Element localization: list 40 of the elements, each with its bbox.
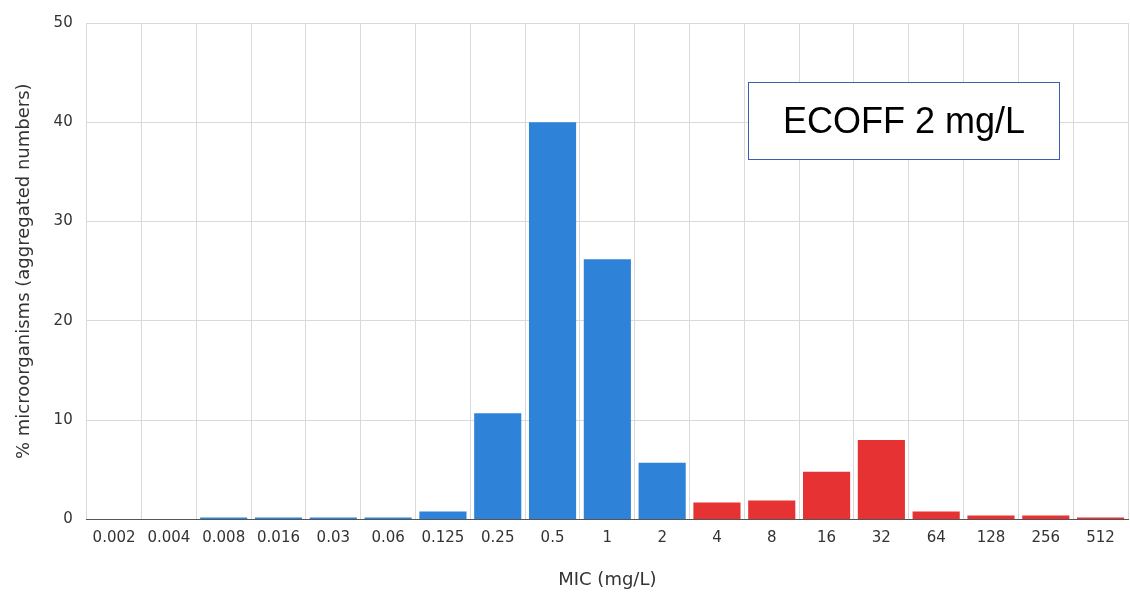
y-tick-label: 10 (53, 410, 73, 429)
x-tick-label: 512 (1086, 528, 1115, 547)
x-tick-label: 0.25 (481, 528, 515, 547)
x-tick-label: 0.06 (371, 528, 405, 547)
x-tick-label: 256 (1031, 528, 1061, 547)
x-tick-label: 0.008 (202, 528, 246, 547)
x-tick-label: 128 (976, 528, 1006, 547)
y-tick-label: 30 (53, 211, 73, 230)
bar (1022, 515, 1070, 519)
x-tick-label: 8 (766, 528, 777, 547)
bar (857, 439, 905, 519)
bar (803, 471, 851, 519)
x-tick-label: 0.004 (147, 528, 191, 547)
bar (474, 413, 522, 519)
x-tick-label: 2 (657, 528, 667, 547)
bar (638, 462, 686, 519)
y-tick-label: 20 (53, 310, 73, 329)
y-tick-label: 40 (53, 112, 73, 131)
x-tick-label: 0.002 (92, 528, 136, 547)
bar (748, 500, 796, 519)
x-tick-label: 0.125 (421, 528, 465, 547)
x-tick-label: 32 (871, 528, 891, 547)
y-tick-label: 0 (63, 509, 73, 528)
x-axis-title: MIC (mg/L) (558, 567, 657, 589)
x-tick-label: 64 (926, 528, 946, 547)
bar (693, 502, 741, 519)
y-axis-title: % microorganisms (aggregated numbers) (12, 83, 34, 460)
x-tick-label: 0.5 (540, 528, 565, 547)
x-tick-label: 4 (712, 528, 722, 547)
bar (419, 511, 467, 519)
x-tick-label: 1 (602, 528, 613, 547)
bar (528, 122, 577, 519)
x-tick-label: 16 (817, 528, 837, 547)
bar (912, 511, 960, 519)
bar (583, 259, 631, 519)
y-tick-label: 50 (53, 12, 73, 31)
bar (967, 515, 1015, 519)
x-tick-label: 0.03 (316, 528, 351, 547)
x-tick-label: 0.016 (257, 528, 300, 547)
annotation: ECOFF 2 mg/L (748, 82, 1060, 160)
